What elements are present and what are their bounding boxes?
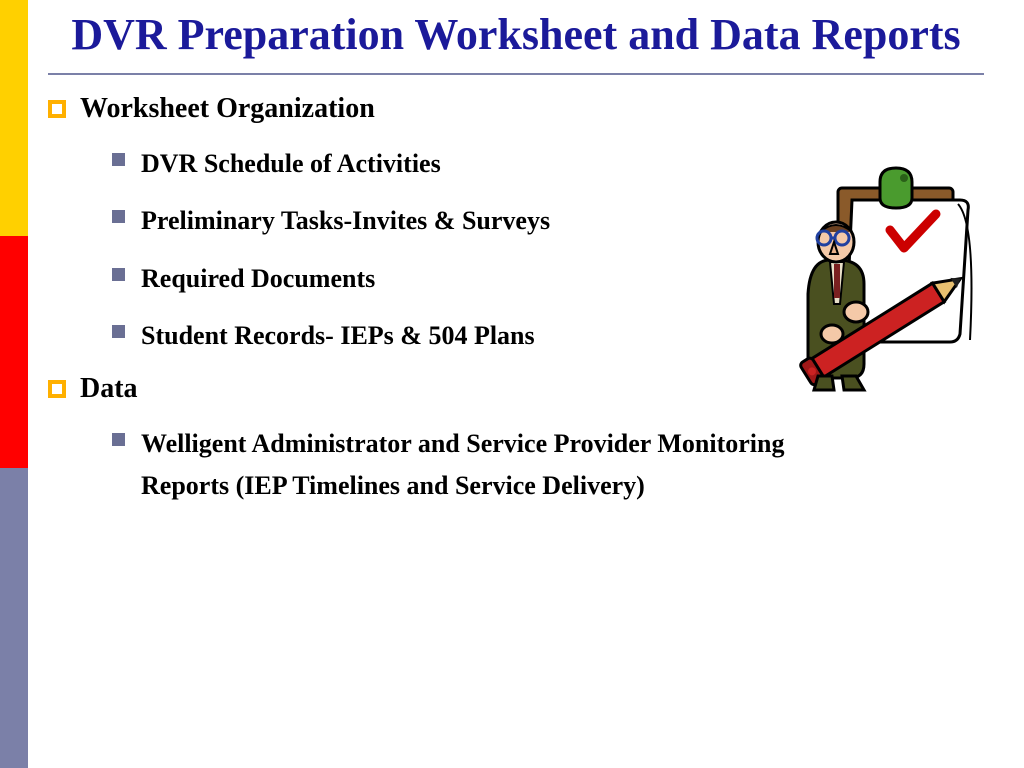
solid-square-bullet-icon — [112, 268, 125, 281]
hollow-square-bullet-icon — [48, 380, 66, 398]
color-sidebar — [0, 0, 28, 768]
clipboard-man-icon — [780, 164, 980, 394]
outline-heading: Worksheet Organization — [48, 93, 984, 125]
sidebar-stripe-blue — [0, 468, 28, 768]
outline-heading-text: Data — [80, 373, 138, 405]
title-underline — [48, 73, 984, 75]
outline-item-text: Preliminary Tasks-Invites & Surveys — [141, 200, 550, 242]
hollow-square-bullet-icon — [48, 100, 66, 118]
outline-item-text: DVR Schedule of Activities — [141, 143, 441, 185]
outline-item-text: Welligent Administrator and Service Prov… — [141, 423, 832, 506]
solid-square-bullet-icon — [112, 153, 125, 166]
solid-square-bullet-icon — [112, 210, 125, 223]
outline-item: Welligent Administrator and Service Prov… — [112, 423, 832, 506]
sidebar-stripe-red — [0, 236, 28, 468]
slide-title: DVR Preparation Worksheet and Data Repor… — [48, 10, 984, 61]
outline-item-text: Required Documents — [141, 258, 375, 300]
sidebar-stripe-yellow — [0, 0, 28, 236]
solid-square-bullet-icon — [112, 325, 125, 338]
outline-item-text: Student Records- IEPs & 504 Plans — [141, 315, 535, 357]
solid-square-bullet-icon — [112, 433, 125, 446]
outline-heading-text: Worksheet Organization — [80, 93, 375, 125]
